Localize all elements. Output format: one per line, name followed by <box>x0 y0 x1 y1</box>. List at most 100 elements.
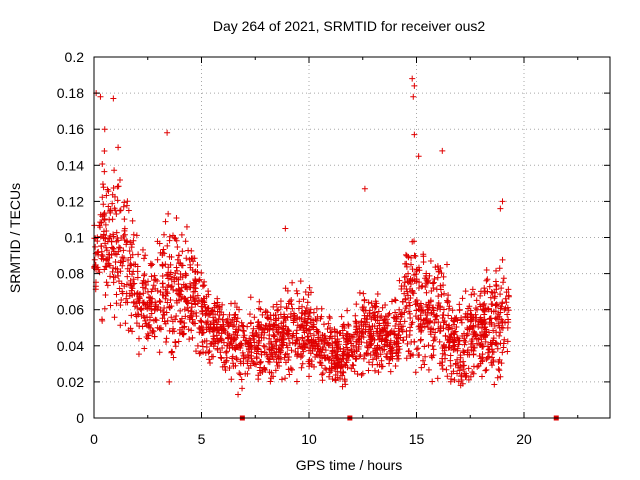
data-point <box>109 216 116 223</box>
data-point <box>447 362 454 369</box>
data-point <box>167 296 174 303</box>
data-point <box>129 217 136 224</box>
data-point <box>125 207 132 214</box>
data-point <box>483 277 490 284</box>
data-point <box>183 272 190 279</box>
data-point <box>396 306 403 313</box>
data-point <box>115 272 122 279</box>
data-point <box>115 244 122 251</box>
data-point <box>376 328 383 335</box>
data-point <box>141 255 148 262</box>
data-point <box>445 292 452 299</box>
data-point <box>412 278 419 285</box>
data-point <box>423 272 430 279</box>
data-point <box>99 253 106 260</box>
data-point <box>504 338 511 345</box>
data-point <box>326 355 333 362</box>
data-point <box>182 238 189 245</box>
data-point <box>181 323 188 330</box>
data-point <box>99 317 106 324</box>
data-point <box>255 348 262 355</box>
data-point <box>386 343 393 350</box>
data-point <box>200 349 207 356</box>
data-point <box>284 287 291 294</box>
data-point <box>236 370 243 377</box>
data-point <box>169 232 176 239</box>
data-point <box>248 349 255 356</box>
data-point <box>451 331 458 338</box>
data-point <box>412 271 419 278</box>
data-point <box>196 350 203 357</box>
data-point <box>264 315 271 322</box>
data-point <box>102 221 109 228</box>
data-point <box>284 314 291 321</box>
data-point <box>392 362 399 369</box>
data-point <box>159 315 166 322</box>
data-point <box>435 293 442 300</box>
data-point <box>474 321 481 328</box>
data-point <box>256 367 263 374</box>
data-point <box>341 378 348 385</box>
data-point <box>435 319 442 326</box>
data-point <box>159 280 166 287</box>
data-point <box>434 313 441 320</box>
x-tick-label: 5 <box>198 431 206 447</box>
data-point <box>108 238 115 245</box>
data-point <box>104 186 111 193</box>
data-point <box>504 304 511 311</box>
data-point <box>418 364 425 371</box>
data-point <box>244 358 251 365</box>
data-point <box>487 315 494 322</box>
data-point <box>479 343 486 350</box>
data-point <box>356 332 363 339</box>
data-point <box>477 292 484 299</box>
data-point <box>232 311 239 318</box>
data-point <box>275 355 282 362</box>
data-point <box>144 335 151 342</box>
data-point <box>314 328 321 335</box>
data-point <box>183 283 190 290</box>
data-point <box>424 312 431 319</box>
data-point <box>377 351 384 358</box>
data-point <box>144 288 151 295</box>
data-point <box>247 294 254 301</box>
data-point <box>192 295 199 302</box>
data-point <box>283 305 290 312</box>
data-point <box>319 377 326 384</box>
data-point <box>116 207 123 214</box>
data-point <box>132 303 139 310</box>
data-point <box>226 322 233 329</box>
data-point <box>325 342 332 349</box>
data-point <box>276 362 283 369</box>
data-point <box>386 310 393 317</box>
data-point <box>486 283 493 290</box>
data-point <box>359 330 366 337</box>
x-tick-label: 0 <box>90 431 98 447</box>
data-point <box>112 274 119 281</box>
data-point <box>102 240 109 247</box>
data-point <box>393 316 400 323</box>
y-tick-label: 0.08 <box>57 266 84 282</box>
data-point <box>260 326 267 333</box>
data-point <box>369 356 376 363</box>
data-point <box>481 324 488 331</box>
data-point <box>255 338 262 345</box>
data-point <box>238 342 245 349</box>
data-point <box>438 291 445 298</box>
data-point <box>486 329 493 336</box>
data-point <box>445 336 452 343</box>
data-point <box>278 345 285 352</box>
data-point <box>280 329 287 336</box>
data-point <box>431 319 438 326</box>
data-point <box>285 357 292 364</box>
data-point <box>193 309 200 316</box>
data-point <box>366 313 373 320</box>
data-point <box>481 308 488 315</box>
data-point <box>484 305 491 312</box>
data-point <box>340 346 347 353</box>
data-point <box>116 285 123 292</box>
data-point <box>451 377 458 384</box>
data-point <box>431 334 438 341</box>
data-point <box>170 354 177 361</box>
data-point <box>140 284 147 291</box>
